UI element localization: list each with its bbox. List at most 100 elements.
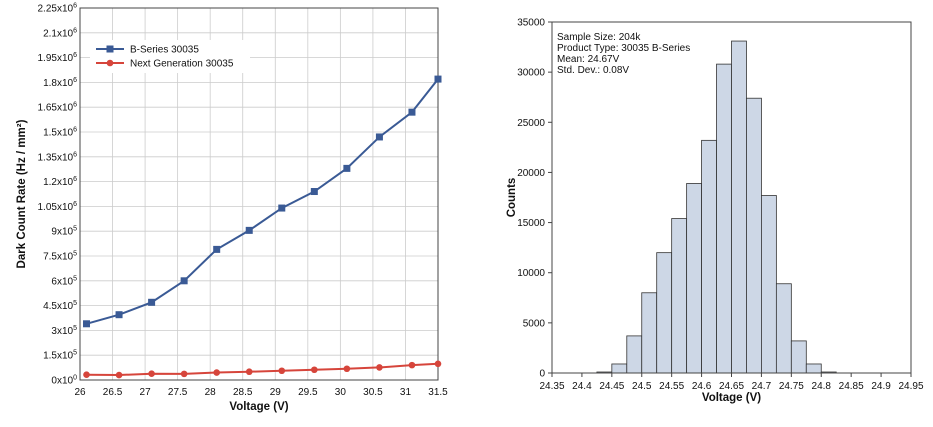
histogram-bar — [761, 195, 777, 374]
data-point — [434, 75, 442, 83]
y-tick-label: 1.05x106 — [38, 201, 78, 213]
y-tick-label: 20000 — [517, 168, 545, 179]
series-0 — [83, 75, 442, 328]
y-tick-label: 10000 — [517, 268, 545, 279]
y-tick-label: 3x105 — [51, 325, 77, 337]
x-tick-label: 26.5 — [103, 387, 123, 398]
legend-marker — [106, 59, 114, 67]
x-tick-label: 24.95 — [898, 381, 923, 392]
y-tick-label: 1.2x106 — [43, 176, 77, 188]
y-tick-label: 1.5x105 — [43, 350, 77, 362]
x-tick-label: 24.9 — [871, 381, 891, 392]
data-point — [83, 371, 90, 379]
x-tick-label: 27.5 — [168, 387, 188, 398]
data-point — [213, 245, 221, 253]
x-tick-label: 29.5 — [298, 387, 318, 398]
x-tick-label: 24.6 — [692, 381, 712, 392]
histogram-bar — [746, 97, 762, 374]
x-tick-label: 30 — [335, 387, 347, 398]
data-point — [343, 164, 351, 172]
data-point — [83, 320, 91, 328]
data-point — [148, 370, 155, 378]
x-tick-label: 24.35 — [539, 381, 564, 392]
voltage-histogram-chart: 24.35 24.4 24.45 24.5 24.55 24.6 24.65 24.7 24.7… — [488, 0, 933, 422]
legend-box — [90, 40, 250, 73]
data-point — [408, 108, 416, 116]
histogram-bar — [701, 139, 717, 374]
x-tick-label: 28.5 — [233, 387, 253, 398]
data-point — [148, 298, 156, 306]
histogram-bar — [731, 40, 747, 374]
histogram-bar — [790, 340, 807, 374]
y-tick-label: 1.65x106 — [38, 102, 78, 114]
dark-count-rate-chart: 26 26.5 27 27.5 28 28.5 29 29.5 30 30.5 31 31.5 0x10… — [0, 0, 460, 422]
y-tick-label: 1.8x106 — [43, 77, 77, 89]
data-point — [408, 361, 416, 369]
x-tick-label: 24.75 — [779, 381, 804, 392]
series-1 — [83, 360, 442, 379]
histogram-bar — [656, 252, 673, 374]
stats-line: Product Type: 30035 B-Series — [557, 43, 690, 54]
plot-frame — [79, 7, 439, 381]
y-tick-label: 15000 — [517, 218, 545, 229]
y-tick-label: 1.35x106 — [38, 151, 78, 163]
data-point — [115, 371, 123, 379]
legend-marker — [106, 45, 114, 53]
histogram-bar — [611, 363, 628, 374]
data-point — [376, 364, 383, 371]
x-tick-label: 31 — [400, 387, 412, 398]
dark-count-rate-svg: 26 26.5 27 27.5 28 28.5 29 29.5 30 30.5 31 31.5 0x10… — [16, 3, 448, 414]
y-tick-label: 9x105 — [51, 226, 77, 238]
data-point — [343, 365, 351, 373]
x-tick-label: 24.45 — [599, 381, 624, 392]
y-tick-label: 2.1x106 — [43, 27, 77, 39]
voltage-histogram-svg: 24.35 24.4 24.45 24.5 24.55 24.6 24.65 24.7 24.7… — [506, 18, 924, 405]
data-point — [180, 277, 188, 285]
y-tick-label: 6x105 — [51, 275, 77, 287]
stats-line: Sample Size: 204k — [557, 32, 641, 43]
x-axis-title: Voltage (V) — [229, 401, 288, 413]
x-axis-title: Voltage (V) — [702, 392, 761, 404]
stats-line: Mean: 24.67V — [557, 54, 620, 65]
series-line — [86, 78, 439, 325]
data-point — [115, 311, 123, 319]
x-tick-label: 24.85 — [839, 381, 864, 392]
y-axis-title: Dark Count Rate (Hz / mm²) — [16, 119, 28, 268]
y-tick-label: 0x100 — [51, 375, 77, 387]
histogram-bar — [671, 218, 688, 374]
x-tick-label: 28 — [205, 387, 217, 398]
y-tick-label: 5000 — [523, 318, 546, 329]
y-tick-label: 7.5x105 — [43, 251, 77, 263]
y-tick-label: 25000 — [517, 118, 545, 129]
data-point — [278, 204, 286, 212]
histogram-bar — [641, 292, 658, 374]
histogram-bar — [775, 283, 792, 374]
x-tick-label: 31.5 — [428, 387, 448, 398]
data-point — [311, 366, 318, 374]
data-point — [180, 370, 188, 378]
x-tick-label: 26 — [74, 387, 86, 398]
legend: B-Series 30035 Next Generation 30035 — [90, 40, 250, 73]
x-tick-label: 24.8 — [812, 381, 832, 392]
data-point — [213, 369, 220, 376]
y-tick-label: 35000 — [517, 18, 545, 29]
series-line — [86, 362, 439, 377]
data-point — [278, 367, 286, 375]
data-point — [245, 368, 253, 376]
y-tick-label: 1.95x106 — [38, 52, 78, 64]
data-point — [310, 188, 318, 196]
x-tick-label: 29 — [270, 387, 282, 398]
y-tick-label: 4.5x105 — [43, 300, 77, 312]
histogram-bar — [805, 363, 822, 374]
data-point — [375, 133, 383, 141]
x-tick-label: 27 — [140, 387, 152, 398]
histogram-bar — [626, 335, 643, 374]
data-point — [245, 226, 253, 234]
histogram-bar — [686, 183, 702, 374]
x-tick-label: 24.55 — [659, 381, 684, 392]
y-tick-label: 1.5x106 — [43, 127, 77, 139]
y-tick-label: 2.25x106 — [38, 3, 78, 15]
x-tick-label: 24.7 — [752, 381, 772, 392]
x-tick-label: 24.4 — [572, 381, 592, 392]
